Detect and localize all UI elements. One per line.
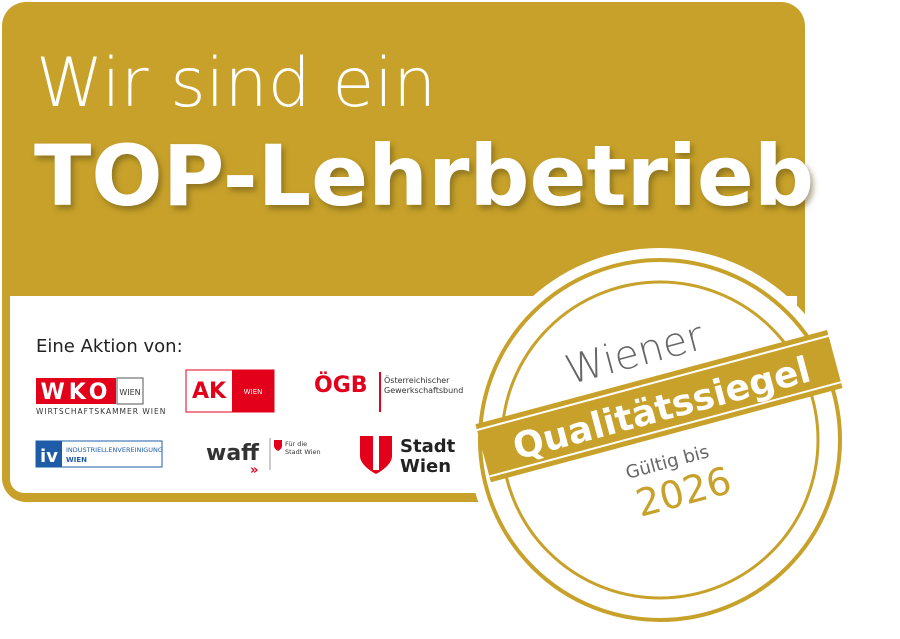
ak-red: [232, 370, 274, 412]
oegb-line2: Gewerkschaftsbund: [384, 386, 463, 395]
seal-band-line: [489, 381, 842, 478]
wko-name: WKO: [40, 380, 111, 405]
seal-bg: [468, 248, 852, 632]
iv-blue: [36, 441, 62, 467]
seal: Wiener Qualitätssiegel Gültig bis 2026: [468, 248, 852, 632]
oegb-name: ÖGB: [314, 372, 368, 398]
iv-name: iv: [40, 446, 58, 467]
partners-intro: Eine Aktion von:: [36, 336, 183, 357]
wien-line2: Wien: [400, 456, 451, 477]
waff-name: waff: [206, 441, 260, 466]
iv-line2: WIEN: [66, 456, 87, 464]
wko-full: WIRTSCHAFTSKAMMER WIEN: [36, 407, 166, 416]
waff-arrows: »: [250, 463, 258, 478]
waff-shield: [274, 440, 282, 451]
wien-line1: Stadt: [400, 436, 456, 457]
oegb-line1: Österreichischer: [384, 375, 450, 385]
waff-line1: Für die: [285, 440, 307, 448]
wien-shield-cross: [373, 436, 379, 470]
seal-band: [475, 330, 843, 483]
iv-line1: INDUSTRIELLENVEREINIGUNG: [66, 446, 163, 454]
seal-band-line: [476, 334, 829, 432]
wko-box: [36, 378, 116, 404]
headline-1: Wir sind ein: [36, 44, 436, 123]
ak-city: WIEN: [244, 388, 263, 396]
wko-city: WIEN: [119, 388, 140, 397]
wko-city-box: [116, 377, 144, 405]
ak-name: AK: [192, 379, 227, 404]
waff-line2: Stadt Wien: [285, 448, 321, 456]
headline-2: TOP-Lehrbetrieb: [34, 127, 814, 225]
